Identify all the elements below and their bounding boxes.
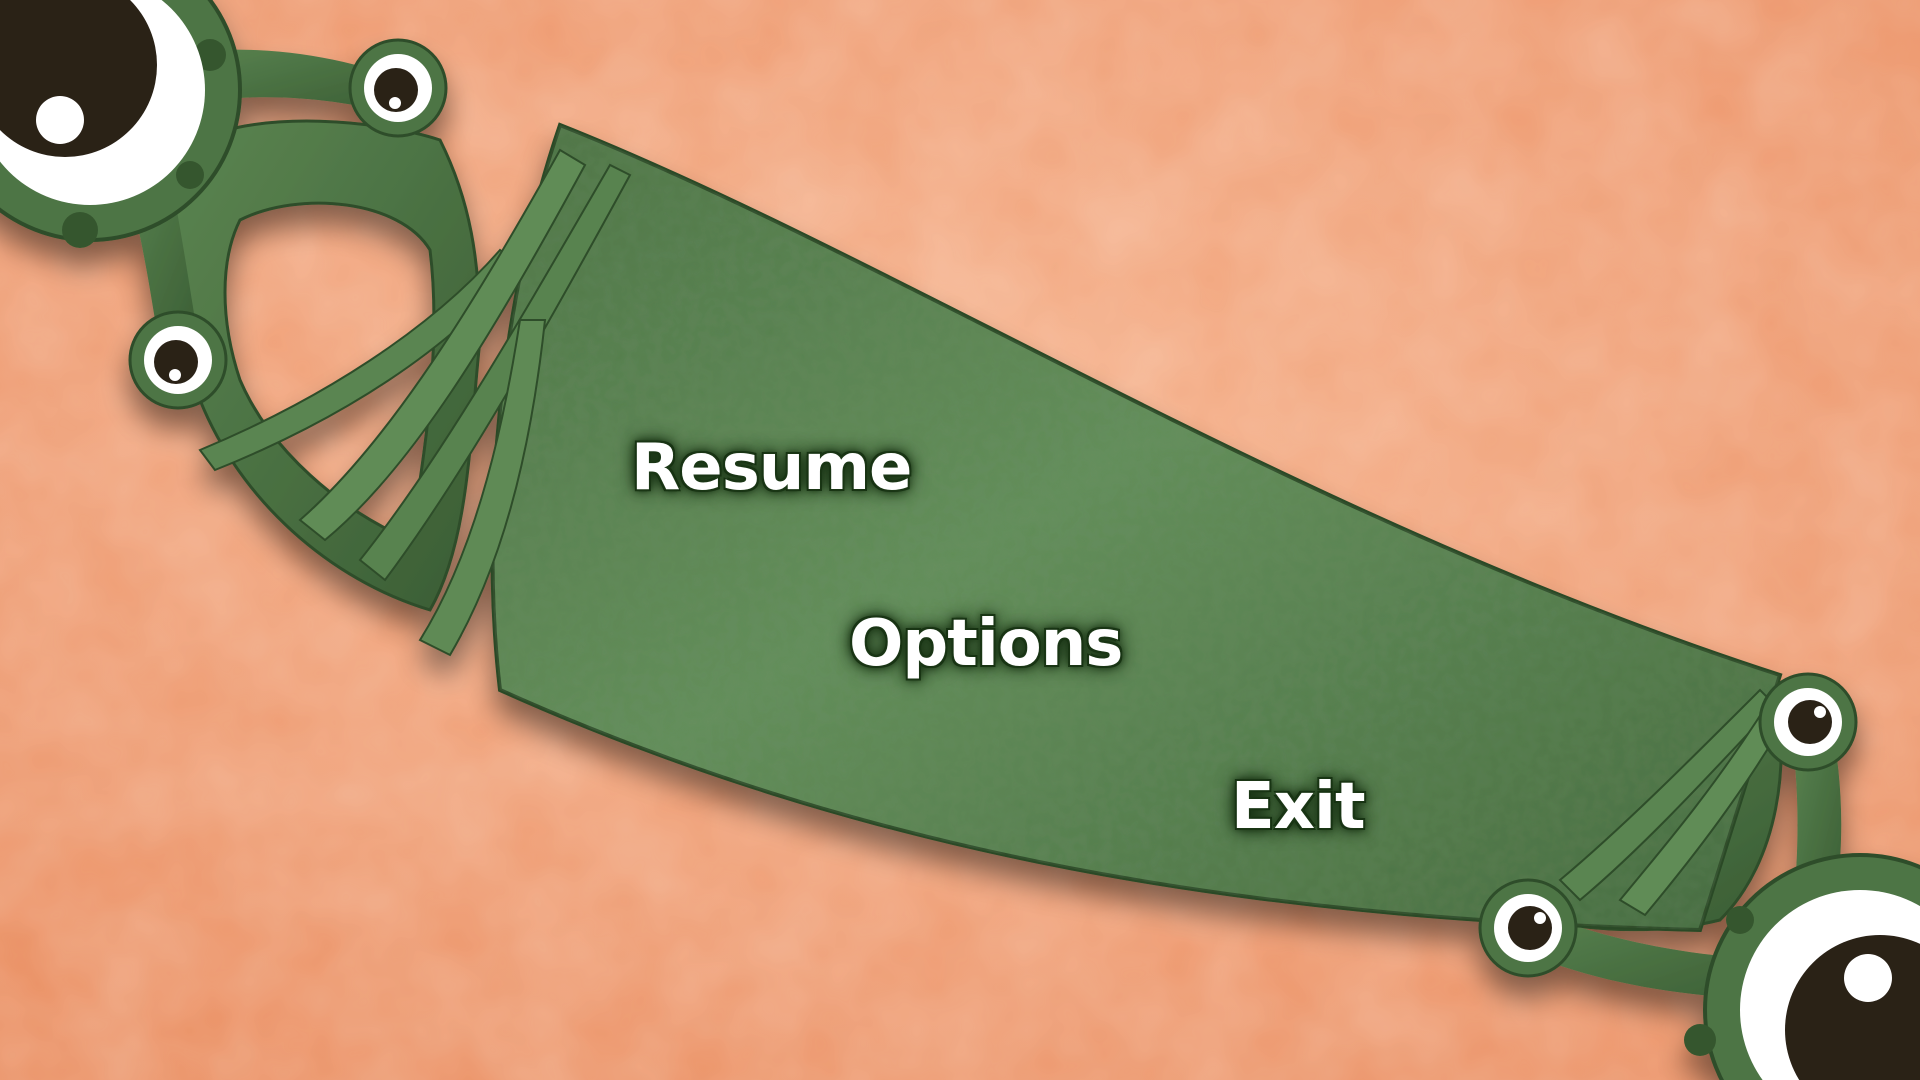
small-eye-right bbox=[1758, 672, 1858, 772]
exit-button[interactable]: Exit bbox=[1231, 770, 1366, 844]
big-eye-top-left bbox=[0, 0, 242, 248]
small-eye-left bbox=[128, 310, 228, 410]
options-button[interactable]: Options bbox=[849, 607, 1123, 681]
resume-button[interactable]: Resume bbox=[631, 431, 912, 505]
small-eye-top bbox=[348, 38, 448, 138]
strap-left-3 bbox=[358, 163, 632, 582]
strap-left-2 bbox=[298, 148, 587, 542]
big-eye-bottom-right bbox=[1684, 853, 1920, 1080]
strap-left-4 bbox=[418, 319, 547, 657]
small-eye-bottom bbox=[1478, 878, 1578, 978]
